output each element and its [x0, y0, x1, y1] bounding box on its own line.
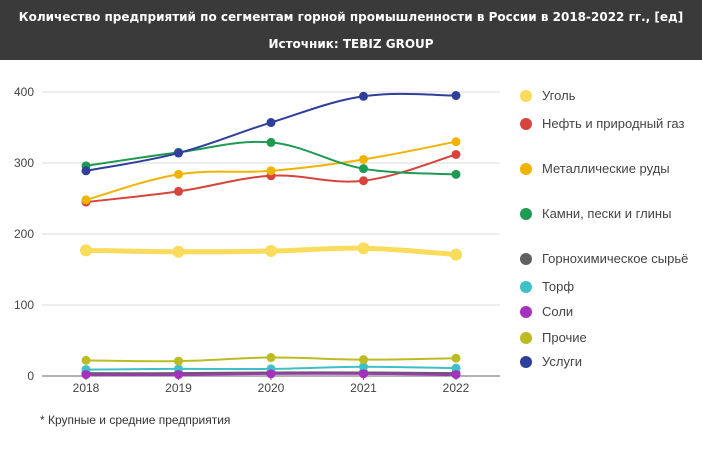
- chart-title: Количество предприятий по сегментам горн…: [18, 10, 684, 24]
- y-tick-label: 400: [14, 85, 34, 99]
- x-tick-label: 2018: [73, 381, 100, 395]
- data-point: [174, 169, 183, 179]
- legend-item[interactable]: Услуги: [520, 354, 702, 369]
- chart-header-banner: Количество предприятий по сегментам горн…: [0, 0, 702, 60]
- legend-swatch: [520, 163, 532, 175]
- data-point: [359, 176, 368, 186]
- chart-source: Источник: TEBIZ GROUP: [268, 37, 434, 51]
- data-point: [451, 137, 461, 147]
- y-tick-label: 300: [14, 156, 34, 170]
- data-point: [359, 362, 368, 372]
- legend-label: Уголь: [542, 88, 576, 103]
- x-tick-label: 2021: [350, 381, 377, 395]
- legend-item[interactable]: Соли: [520, 304, 702, 319]
- data-point: [81, 370, 91, 380]
- data-point: [174, 186, 183, 196]
- data-point: [359, 369, 368, 379]
- data-point: [451, 149, 461, 159]
- data-point: [357, 242, 370, 255]
- legend-label: Нефть и природный газ: [542, 116, 685, 131]
- x-tick-label: 2022: [443, 381, 470, 395]
- y-tick-label: 200: [14, 227, 34, 241]
- data-point: [81, 166, 91, 176]
- legend-item[interactable]: Горнохимическое сырьё: [520, 251, 702, 266]
- data-point: [451, 169, 461, 179]
- legend-swatch: [520, 281, 532, 293]
- legend-item[interactable]: Уголь: [520, 88, 702, 103]
- data-point: [174, 356, 183, 366]
- footnote: * Крупные и средние предприятия: [40, 413, 231, 427]
- legend-swatch: [520, 356, 532, 368]
- legend-swatch: [520, 90, 532, 102]
- legend-item[interactable]: Металлические руды: [520, 161, 702, 176]
- data-point: [359, 91, 368, 101]
- legend-label: Прочие: [542, 330, 587, 345]
- data-point: [172, 245, 185, 258]
- data-point: [266, 166, 276, 176]
- legend-label: Горнохимическое сырьё: [542, 251, 689, 266]
- legend-label: Металлические руды: [542, 161, 670, 176]
- legend-label: Услуги: [542, 354, 582, 369]
- data-point: [451, 91, 461, 101]
- y-tick-label: 100: [14, 298, 34, 312]
- data-point: [174, 148, 183, 158]
- legend-label: Соли: [542, 304, 574, 319]
- legend-swatch: [520, 118, 532, 130]
- legend-item[interactable]: Нефть и природный газ: [520, 116, 702, 131]
- legend-swatch: [520, 306, 532, 318]
- data-point: [451, 353, 461, 363]
- series-line-8: [85, 92, 457, 172]
- data-point: [359, 164, 368, 174]
- line-chart: 0 100 200 300 400 2018 2019 2020 2021 2022: [14, 85, 500, 395]
- legend-label: Камни, пески и глины: [542, 206, 672, 221]
- data-point: [265, 245, 277, 258]
- data-point: [80, 244, 92, 257]
- data-point: [266, 353, 276, 363]
- x-tick-label: 2019: [165, 381, 192, 395]
- data-point: [266, 369, 276, 379]
- data-point: [450, 248, 462, 261]
- data-point: [359, 154, 368, 164]
- legend-swatch: [520, 208, 532, 220]
- data-point: [451, 363, 461, 373]
- data-point: [266, 118, 276, 128]
- legend-item[interactable]: Торф: [520, 279, 702, 294]
- data-point: [451, 370, 461, 380]
- data-point: [266, 137, 276, 147]
- legend-swatch: [520, 332, 532, 344]
- legend-item[interactable]: Камни, пески и глины: [520, 206, 702, 221]
- y-tick-label: 0: [27, 369, 34, 383]
- data-point: [174, 370, 183, 380]
- data-point: [359, 355, 368, 365]
- data-point: [81, 195, 91, 205]
- x-tick-label: 2020: [258, 381, 285, 395]
- legend-label: Торф: [542, 279, 575, 294]
- legend-swatch: [520, 253, 532, 265]
- legend-item[interactable]: Прочие: [520, 330, 702, 345]
- data-point: [81, 355, 91, 365]
